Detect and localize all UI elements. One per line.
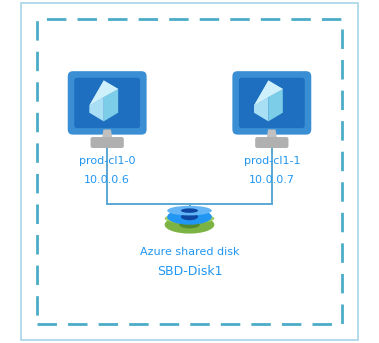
Ellipse shape <box>164 216 215 234</box>
Text: prod-cl1-0: prod-cl1-0 <box>79 156 135 166</box>
Polygon shape <box>254 97 268 121</box>
FancyBboxPatch shape <box>22 3 357 340</box>
Ellipse shape <box>179 221 200 228</box>
Polygon shape <box>104 89 118 121</box>
Ellipse shape <box>181 209 198 213</box>
Polygon shape <box>267 130 277 139</box>
FancyBboxPatch shape <box>37 19 342 324</box>
Polygon shape <box>102 130 112 139</box>
Text: 10.0.0.7: 10.0.0.7 <box>249 175 295 185</box>
FancyBboxPatch shape <box>68 71 147 135</box>
FancyBboxPatch shape <box>255 137 288 148</box>
Text: Azure shared disk: Azure shared disk <box>140 247 239 257</box>
Text: SBD-Disk1: SBD-Disk1 <box>157 265 222 278</box>
Ellipse shape <box>181 213 198 220</box>
FancyBboxPatch shape <box>239 78 305 128</box>
Polygon shape <box>89 97 104 121</box>
Text: 10.0.0.6: 10.0.0.6 <box>84 175 130 185</box>
Polygon shape <box>89 80 118 106</box>
Polygon shape <box>254 80 283 106</box>
Ellipse shape <box>167 209 212 225</box>
Ellipse shape <box>179 216 200 221</box>
FancyBboxPatch shape <box>232 71 311 135</box>
Text: prod-cl1-1: prod-cl1-1 <box>244 156 300 166</box>
Ellipse shape <box>167 206 212 215</box>
Polygon shape <box>254 81 283 106</box>
Ellipse shape <box>164 213 215 224</box>
Polygon shape <box>89 81 118 106</box>
FancyBboxPatch shape <box>91 137 124 148</box>
Polygon shape <box>268 89 283 121</box>
FancyBboxPatch shape <box>74 78 140 128</box>
